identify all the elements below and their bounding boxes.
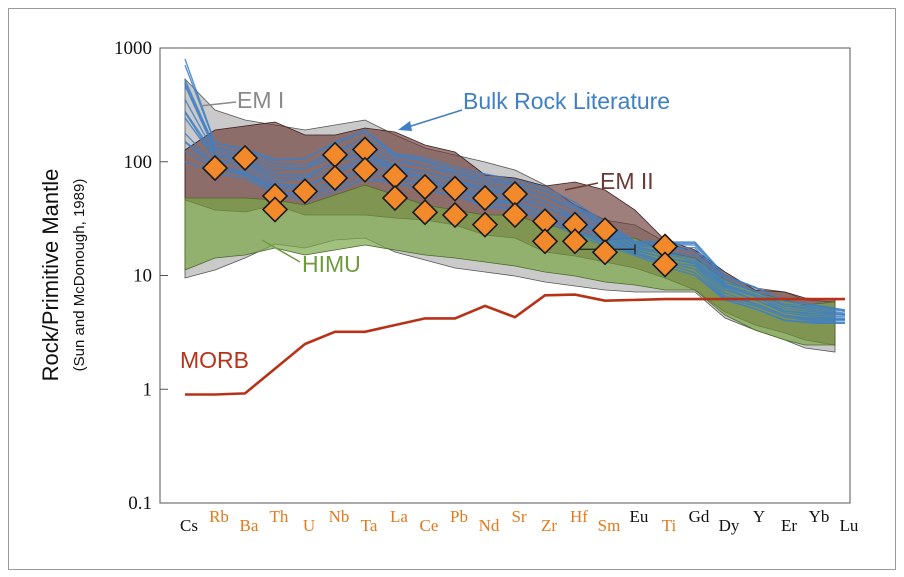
x-tick-label: Ce [420, 516, 439, 535]
morb-line [185, 293, 845, 396]
em2-label: EM II [600, 168, 654, 194]
x-tick-label: Th [270, 507, 289, 526]
x-tick-label: Nb [329, 507, 350, 526]
sample-diamond [591, 239, 619, 266]
x-tick-label: Pb [450, 507, 468, 526]
x-tick-label: Cs [180, 516, 198, 535]
morb-series-line [185, 293, 845, 396]
sample-diamond [471, 184, 499, 212]
sample-diamond [321, 164, 349, 192]
himu-field [184, 184, 836, 346]
sample-diamond [261, 196, 289, 223]
bulk-rock-line [184, 58, 846, 311]
sample-diamond [351, 156, 379, 183]
x-axis: Cs Rb Ba Th U Nb Ta La Ce Pb Nd Sr Zr Hf Sm Eu Ti Gd Dy Y Er… [180, 507, 859, 535]
x-tick-label: Sr [511, 507, 526, 526]
y-axis-title: Rock/Primitive Mantle (Sun and McDonough… [38, 169, 88, 382]
em1-pointer [199, 101, 237, 107]
x-tick-label: U [303, 516, 315, 535]
himu-pointer [261, 239, 301, 263]
y-axis: 0.1 1 10 100 1000 [114, 38, 168, 514]
x-tick-label: Er [781, 516, 797, 535]
x-tick-label: Sm [598, 516, 621, 535]
sample-diamond [471, 211, 499, 238]
x-tick-label: Y [753, 507, 765, 526]
y-tick-label: 100 [124, 152, 153, 173]
sample-diamond [231, 144, 259, 172]
bulk-rock-arrow [398, 109, 463, 131]
x-tick-label: Ba [240, 516, 259, 535]
x-tick-label: Zr [541, 516, 557, 535]
x-tick-label: La [390, 507, 408, 526]
y-tick-label: 1 [143, 379, 153, 400]
y-tick-label: 0.1 [128, 493, 152, 514]
sample-diamond [651, 251, 679, 278]
sample-diamond [501, 201, 529, 229]
sample-diamond [381, 184, 409, 212]
sample-diamond [201, 154, 229, 182]
y-axis-label: Rock/Primitive Mantle [38, 169, 63, 382]
sample-diamond [291, 178, 319, 205]
x-tick-label: Dy [719, 516, 740, 535]
sample-diamond [411, 173, 439, 201]
himu-label: HIMU [302, 251, 361, 277]
y-axis-sublabel: (Sun and McDonough, 1989) [71, 179, 88, 372]
x-tick-label: Eu [630, 507, 649, 526]
bulk-rock-label: Bulk Rock Literature [463, 88, 670, 114]
em2-pointer [564, 182, 599, 191]
x-tick-label: Gd [689, 507, 710, 526]
plot-area [159, 47, 851, 504]
x-tick-label: Ti [662, 516, 677, 535]
y-tick-label: 1000 [114, 38, 152, 59]
sample-diamond [411, 199, 439, 226]
x-tick-label: Hf [570, 507, 588, 526]
morb-label: MORB [180, 347, 249, 373]
sample-diamonds [201, 136, 679, 278]
sample-diamond [441, 175, 469, 202]
sample-diamond [561, 228, 589, 255]
sample-diamond [441, 201, 469, 229]
x-tick-label: Lu [840, 516, 859, 535]
y-tick-label: 10 [133, 266, 152, 287]
sample-diamond [531, 228, 559, 255]
x-tick-label: Rb [209, 507, 229, 526]
x-tick-label: Yb [809, 507, 830, 526]
x-tick-label: Nd [479, 516, 500, 535]
x-tick-label: Ta [361, 516, 378, 535]
em1-label: EM I [237, 87, 284, 113]
